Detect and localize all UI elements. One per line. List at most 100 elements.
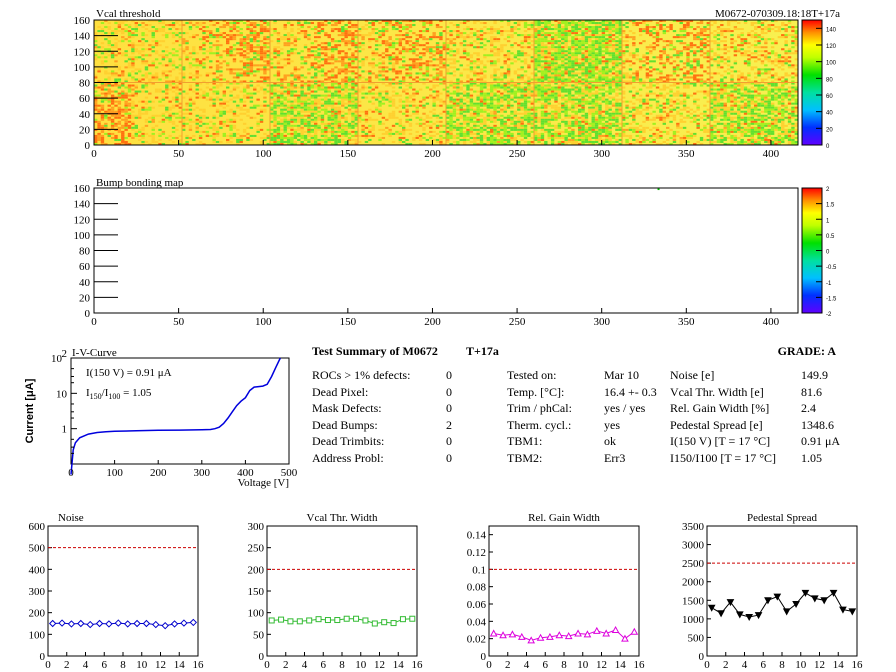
vcal-pixel — [689, 60, 694, 63]
vcal-pixel — [138, 70, 142, 73]
vcal-pixel — [415, 58, 419, 61]
vcal-pixel — [703, 80, 707, 83]
vcal-pixel — [253, 50, 257, 53]
vcal-pixel — [286, 92, 291, 95]
vcal-pixel — [737, 100, 741, 103]
vcal-pixel — [534, 86, 538, 89]
vcal-pixel — [615, 84, 619, 87]
vcal-pixel — [733, 102, 738, 105]
vcal-pixel — [713, 60, 717, 63]
vcal-pixel — [148, 54, 152, 57]
vcal-pixel — [601, 56, 606, 59]
vcal-pixel — [408, 76, 413, 79]
vcal-pixel — [642, 66, 646, 69]
vcal-pixel — [716, 98, 721, 101]
vcal-pixel — [212, 52, 216, 55]
vcal-pixel — [696, 38, 700, 41]
vcal-pixel — [314, 32, 318, 35]
vcal-pixel — [131, 78, 135, 81]
vcal-pixel — [229, 54, 233, 57]
vcal-pixel — [720, 60, 724, 63]
vcal-pixel — [696, 58, 700, 61]
vcal-pixel — [581, 82, 585, 85]
vcal-pixel — [537, 52, 541, 55]
vcal-pixel — [523, 26, 528, 29]
vcal-pixel — [226, 68, 230, 71]
vcal-pixel — [320, 98, 325, 101]
vcal-pixel — [534, 42, 538, 45]
vcal-pixel — [337, 60, 342, 63]
vcal-pixel — [391, 64, 396, 67]
vcal-pixel — [131, 50, 135, 53]
vcal-pixel — [605, 66, 609, 69]
vcal-pixel — [347, 32, 352, 35]
vcal-pixel — [344, 98, 348, 101]
vcal-pixel — [513, 26, 518, 29]
vcal-pixel — [561, 40, 565, 43]
vcal-pixel — [341, 62, 345, 65]
vcal-pixel — [649, 92, 653, 95]
vcal-pixel — [716, 104, 721, 107]
vcal-pixel — [757, 88, 761, 91]
vcal-pixel — [256, 36, 260, 39]
vcal-pixel — [608, 88, 612, 91]
vcal-pixel — [388, 24, 392, 27]
vcal-pixel — [429, 96, 433, 99]
vcal-pixel — [324, 78, 328, 81]
vcal-pixel — [178, 32, 182, 35]
vcal-pixel — [611, 58, 616, 61]
vcal-pixel — [283, 92, 287, 95]
vcal-pixel — [493, 52, 497, 55]
vcal-pixel — [290, 90, 294, 93]
vcal-pixel — [686, 46, 690, 49]
vcal-pixel — [324, 62, 328, 65]
vcal-pixel — [249, 92, 254, 95]
vcal-pixel — [141, 44, 145, 47]
vcal-pixel — [395, 72, 399, 75]
vcal-pixel — [510, 88, 514, 91]
vcal-pixel — [398, 94, 402, 97]
vcal-pixel — [202, 48, 206, 51]
vcal-pixel — [297, 78, 301, 81]
vcal-pixel — [645, 58, 650, 61]
vcal-pixel — [293, 66, 298, 69]
vcal-pixel — [337, 68, 342, 71]
vcal-pixel — [371, 30, 375, 33]
vcal-pixel — [791, 94, 795, 97]
vcal-pixel — [662, 30, 666, 33]
vcal-pixel — [530, 28, 534, 31]
vcal-pixel — [726, 24, 731, 27]
vcal-pixel — [588, 84, 592, 87]
vcal-pixel — [347, 40, 352, 43]
vcal-pixel — [523, 52, 528, 55]
vcal-pixel — [330, 48, 335, 51]
vcal-pixel — [764, 88, 768, 91]
vcal-pixel — [564, 26, 568, 29]
vcal-pixel — [182, 66, 186, 69]
vcal-pixel — [456, 88, 460, 91]
vcal-pixel — [584, 54, 589, 57]
vcal-pixel — [219, 66, 223, 69]
vcal-pixel — [594, 90, 599, 93]
vcal-pixel — [398, 72, 402, 75]
vcal-pixel — [506, 56, 511, 59]
vcal-pixel — [185, 48, 189, 51]
vcal-pixel — [757, 84, 761, 87]
vcal-pixel — [347, 102, 352, 105]
vcal-pixel — [720, 28, 724, 31]
vcal-pixel — [124, 102, 128, 105]
vcal-pixel — [151, 50, 155, 53]
vcal-pixel — [385, 98, 389, 101]
vcal-pixel — [344, 56, 348, 59]
vcal-pixel — [493, 92, 497, 95]
vcal-pixel — [561, 64, 565, 67]
vcal-pixel — [550, 40, 555, 43]
vcal-pixel — [276, 34, 281, 37]
vcal-pixel — [127, 32, 132, 35]
vcal-pixel — [232, 88, 237, 91]
vcal-pixel — [720, 56, 724, 59]
vcal-pixel — [655, 30, 660, 33]
vcal-pixel — [720, 94, 724, 97]
vcal-pixel — [652, 26, 656, 29]
vcal-pixel — [750, 44, 754, 47]
